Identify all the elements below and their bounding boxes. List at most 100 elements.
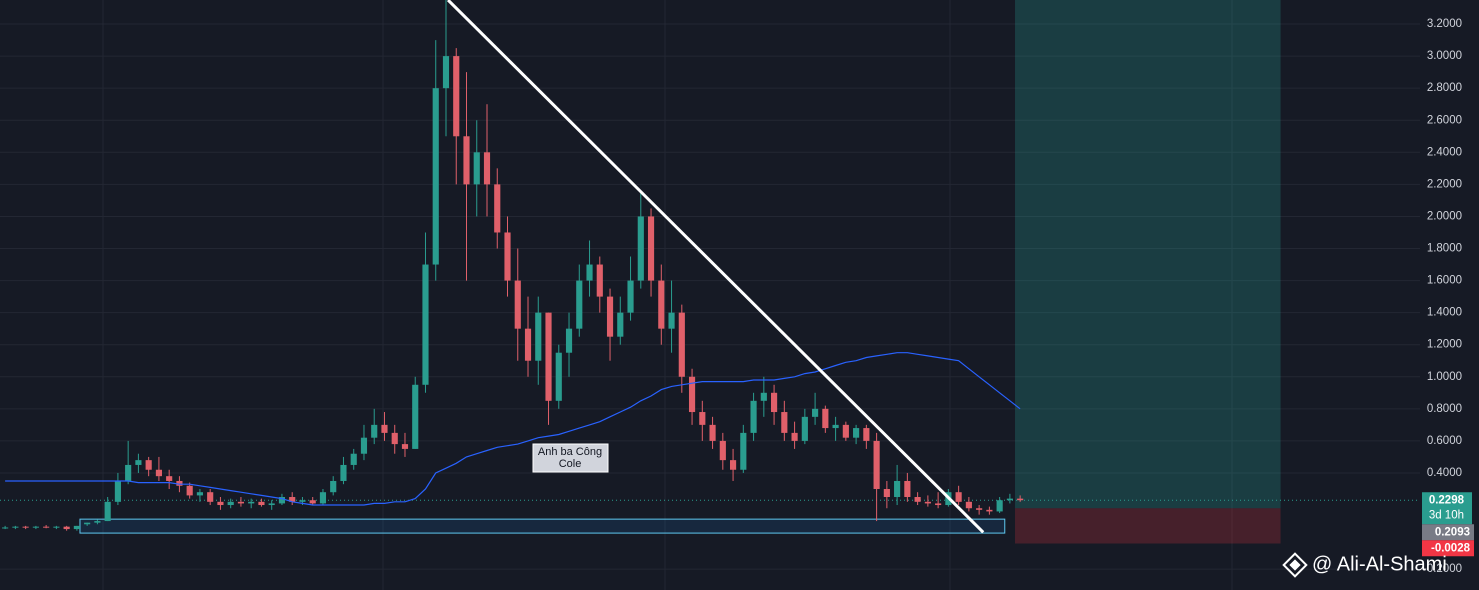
candle-body: [771, 392, 778, 413]
y-tick-label: 3.0000: [1427, 50, 1462, 62]
annotation-box: Anh ba Công Cole: [532, 443, 609, 473]
candle-body: [627, 280, 634, 313]
candle-body: [63, 526, 70, 530]
candle-body: [1017, 498, 1024, 501]
candle-body: [586, 264, 593, 281]
candle-body: [278, 497, 286, 504]
candle-body: [135, 460, 142, 465]
candle-body: [637, 216, 644, 281]
candle-body: [986, 509, 993, 512]
candle-body: [422, 264, 429, 385]
candle-body: [842, 424, 849, 438]
candle-body: [73, 525, 80, 530]
plot-front: [2, 0, 1024, 534]
candle-body: [381, 424, 388, 433]
watermark-text: @ Ali-Al-Shami: [1312, 553, 1447, 575]
candle-body: [114, 480, 121, 502]
price-marker-label: 0.2093: [1435, 526, 1470, 538]
price-marker-bg: [1422, 540, 1474, 557]
loss-zone: [1015, 508, 1281, 544]
candle-body: [524, 328, 532, 361]
candle-body: [740, 432, 747, 470]
candle-body: [145, 460, 152, 470]
y-tick-label: 0.8000: [1427, 403, 1462, 415]
candle-body: [565, 328, 573, 353]
candle-body: [104, 501, 111, 522]
candle-body: [832, 424, 839, 429]
annotation-text: Anh ba Công: [538, 446, 602, 458]
candle-body: [996, 500, 1003, 512]
plot-back: [0, 0, 1420, 570]
candle-body: [330, 480, 337, 493]
candle-body: [196, 492, 204, 496]
candle-body: [853, 428, 860, 438]
last-price-label: 0.2298: [1429, 494, 1465, 506]
candle-body: [473, 152, 480, 185]
candle-body: [976, 508, 983, 510]
candle-body: [699, 412, 706, 425]
candle-body: [535, 312, 542, 361]
candle-body: [22, 526, 29, 528]
support-zone: [79, 518, 1006, 534]
y-tick-label: 1.4000: [1427, 307, 1462, 319]
trendline: [446, 0, 985, 534]
candle-body: [217, 501, 224, 506]
candle-body: [514, 280, 521, 329]
candle-body: [617, 312, 624, 337]
candle-body: [894, 480, 901, 498]
candle-body: [463, 136, 470, 185]
candle-body: [760, 392, 767, 401]
candle-body: [904, 480, 911, 498]
candle-body: [647, 216, 655, 281]
candle-body: [371, 424, 378, 438]
price-marker-bg: [1422, 524, 1474, 541]
annotation-bg: [532, 443, 609, 473]
y-tick-label: 1.0000: [1427, 371, 1462, 383]
candle-body: [258, 501, 265, 506]
candle-body: [781, 412, 788, 433]
candle-body: [812, 408, 819, 417]
candle-body: [227, 501, 234, 506]
candle-body: [442, 56, 450, 89]
price-axis: -0.2000 0.4000 0.6000 0.8000 1.0000 1.2000 1.4…: [1422, 18, 1474, 575]
candle-body: [504, 232, 511, 281]
candle-body: [391, 432, 398, 445]
watermark-logo: [1282, 552, 1308, 578]
candle-body: [873, 440, 880, 489]
y-tick-label: 0.4000: [1427, 467, 1462, 479]
candle-body: [924, 501, 931, 504]
candle-body: [319, 492, 327, 504]
y-tick-label: 2.6000: [1427, 114, 1462, 126]
candle-body: [166, 476, 173, 481]
candle-body: [432, 88, 439, 265]
candle-body: [658, 280, 665, 329]
countdown-label: 3d 10h: [1429, 509, 1464, 521]
y-tick-label: 1.8000: [1427, 243, 1462, 255]
candle-body: [53, 526, 60, 528]
candle-body: [955, 492, 962, 502]
candle-body: [935, 503, 942, 506]
candle-body: [668, 312, 675, 329]
candle-body: [299, 500, 306, 502]
candle-body: [555, 352, 562, 401]
annotation-text: Cole: [559, 458, 582, 470]
candle-body: [268, 503, 275, 506]
candle-body: [350, 453, 357, 465]
candle-body: [340, 464, 347, 481]
candle-body: [125, 464, 132, 481]
candle-body: [606, 296, 614, 337]
candle-body: [94, 521, 101, 523]
candle-body: [494, 184, 501, 233]
candle-body: [248, 501, 255, 504]
candle-body: [32, 526, 39, 528]
candle-body: [453, 56, 460, 137]
last-price-bg: [1422, 492, 1472, 525]
candle-body: [155, 469, 162, 477]
candle-body: [289, 497, 296, 502]
candle-body: [822, 408, 829, 429]
candle-body: [914, 497, 921, 502]
candle-body: [545, 312, 552, 401]
candle-body: [965, 501, 972, 509]
